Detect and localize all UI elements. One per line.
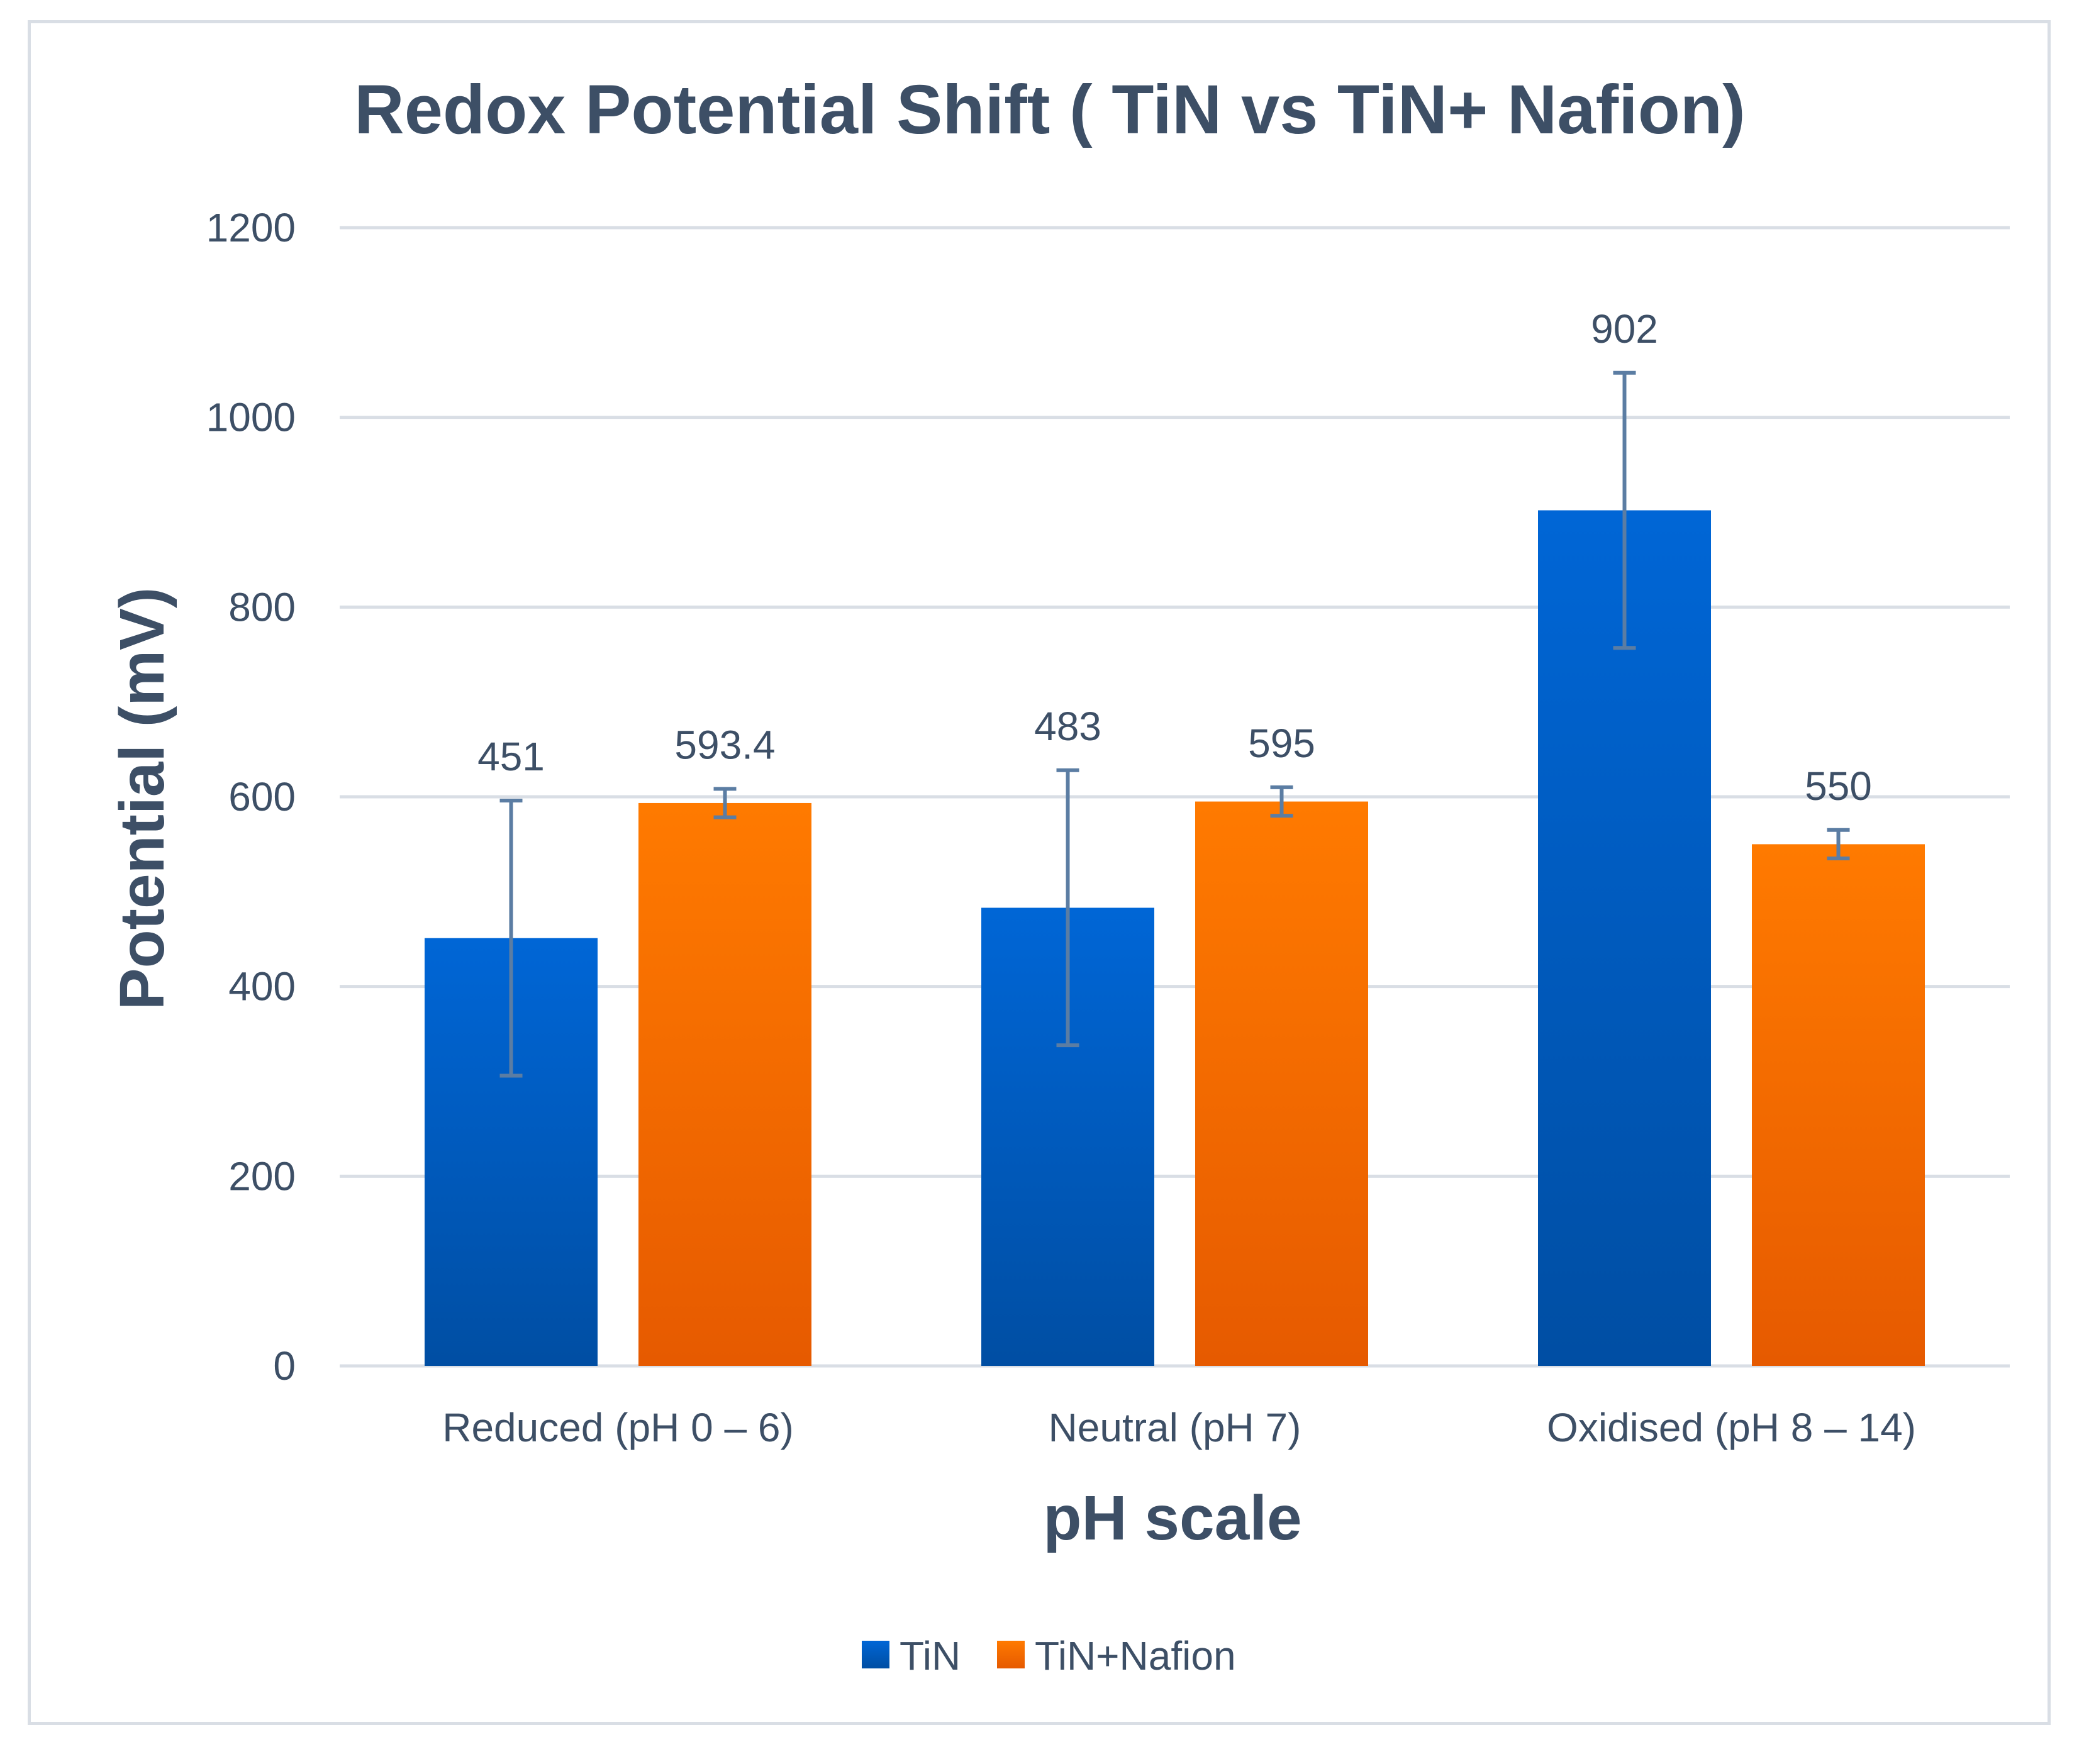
bar-tin <box>1538 510 1711 1366</box>
y-tick-label: 1200 <box>206 205 296 250</box>
x-axis-title: pH scale <box>1043 1483 1301 1553</box>
data-label: 483 <box>1034 704 1101 749</box>
bar-tin-nafion <box>638 802 811 1366</box>
legend-swatch <box>862 1641 889 1668</box>
data-label: 593.4 <box>674 722 775 767</box>
x-tick-label: Oxidised (pH 8 – 14) <box>1547 1405 1916 1450</box>
y-tick-label: 600 <box>228 774 296 819</box>
y-tick-label: 0 <box>273 1343 296 1389</box>
data-label: 595 <box>1248 721 1315 766</box>
bar-tin-nafion <box>1752 844 1925 1366</box>
bars: 451 593.4 483 595 902 550 <box>425 306 1925 1366</box>
y-axis-title: Potential (mV) <box>107 587 177 1010</box>
x-tick-label: Neutral (pH 7) <box>1049 1405 1301 1450</box>
legend-swatch <box>997 1641 1025 1668</box>
x-axis-ticks: Reduced (pH 0 – 6) Neutral (pH 7) Oxidised… <box>442 1405 1916 1450</box>
data-label: 451 <box>477 734 545 779</box>
x-tick-label: Reduced (pH 0 – 6) <box>442 1405 794 1450</box>
data-label: 902 <box>1591 306 1658 352</box>
y-tick-label: 200 <box>228 1153 296 1199</box>
legend-label: TiN+Nafion <box>1035 1633 1236 1678</box>
gridlines <box>340 226 2010 1368</box>
y-tick-label: 1000 <box>206 395 296 440</box>
y-tick-label: 400 <box>228 964 296 1009</box>
chart-title: Redox Potential Shift ( TiN vs TiN+ Nafi… <box>354 71 1745 148</box>
chart-frame <box>28 20 2051 1725</box>
legend-label: TiN <box>900 1633 961 1678</box>
bar-tin-nafion <box>1195 801 1368 1366</box>
y-axis-ticks: 0 200 400 600 800 1000 1200 <box>206 205 296 1389</box>
legend: TiN TiN+Nafion <box>862 1633 1236 1678</box>
y-tick-label: 800 <box>228 584 296 630</box>
data-label: 550 <box>1805 763 1872 809</box>
